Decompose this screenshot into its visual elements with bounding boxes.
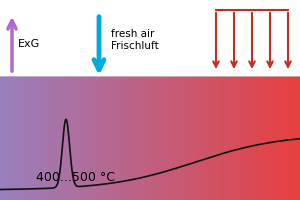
Text: fresh air
Frischluft: fresh air Frischluft (111, 29, 159, 51)
Bar (0, 0, 300, 76)
Text: ExG: ExG (18, 39, 40, 49)
Text: 400...500 °C: 400...500 °C (35, 171, 115, 184)
